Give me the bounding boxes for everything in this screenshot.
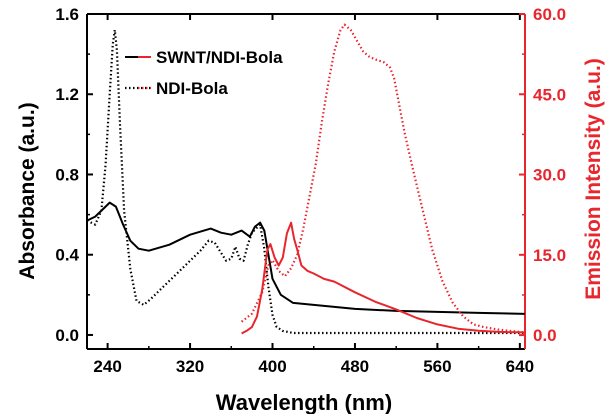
y-left-tick-label: 0.8 xyxy=(55,165,79,184)
y-right-tick-label: 15.0 xyxy=(533,246,566,265)
y-left-tick-label: 0.0 xyxy=(55,326,79,345)
y-left-tick-label: 1.6 xyxy=(55,5,79,24)
x-tick-label: 320 xyxy=(176,357,204,376)
plot-frame xyxy=(86,13,526,350)
y-axis-left-label: Absorbance (a.u.) xyxy=(16,102,39,279)
axes-layer: 240 320 400 480 560 640 0.0 0.4 0.8 1.2 1.6 0.0 15.0… xyxy=(55,5,566,376)
x-axis-label: Wavelength (nm) xyxy=(216,390,392,414)
y-right-tick-label: 45.0 xyxy=(533,85,566,104)
x-tick-label: 240 xyxy=(93,357,121,376)
y-right-tick-label: 30.0 xyxy=(533,166,566,185)
x-tick-label: 480 xyxy=(341,357,369,376)
series-line-swnt-ndi-bola-emission xyxy=(241,221,526,335)
y-right-tick-label: 0.0 xyxy=(533,326,557,345)
x-tick-label: 640 xyxy=(506,357,534,376)
series-layer xyxy=(86,23,526,335)
series-line-swnt-ndi-bola xyxy=(86,201,526,315)
x-tick-label: 400 xyxy=(258,357,286,376)
x-tick-label: 560 xyxy=(423,357,451,376)
legend-label-swnt-ndi-bola: SWNT/NDI-Bola xyxy=(156,48,283,67)
y-right-tick-label: 60.0 xyxy=(533,5,566,24)
y-left-tick-label: 1.2 xyxy=(55,85,79,104)
series-line-ndi-bola-emission xyxy=(240,23,526,334)
legend-label-ndi-bola: NDI-Bola xyxy=(156,79,228,98)
y-left-tick-label: 0.4 xyxy=(55,246,79,265)
series-line-ndi-bola xyxy=(86,28,525,335)
legend: SWNT/NDI-Bola NDI-Bola xyxy=(125,48,283,98)
y-axis-right-label: Emission Intensity (a.u.) xyxy=(582,58,605,300)
